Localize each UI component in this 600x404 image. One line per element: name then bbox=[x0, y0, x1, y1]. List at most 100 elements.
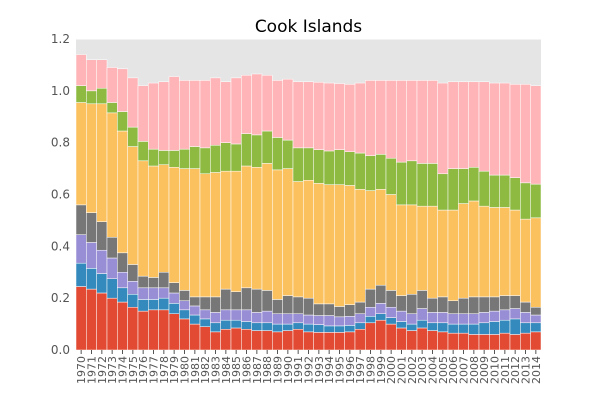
bar-segment bbox=[334, 184, 345, 307]
x-tick-label: 1986 bbox=[241, 356, 254, 384]
bar-segment bbox=[396, 204, 407, 296]
bar-segment bbox=[303, 331, 314, 351]
bar-segment bbox=[251, 322, 263, 331]
bar-segment bbox=[447, 313, 459, 325]
bar-segment bbox=[323, 332, 335, 351]
bar-segment bbox=[530, 306, 542, 316]
bar-segment bbox=[117, 287, 128, 303]
bar-segment bbox=[96, 87, 108, 105]
bar-segment bbox=[75, 234, 87, 264]
bar-segment bbox=[344, 151, 356, 186]
bar-segment bbox=[210, 331, 221, 351]
bar-segment bbox=[199, 318, 211, 327]
bar-segment bbox=[396, 321, 407, 329]
bar-segment bbox=[179, 309, 190, 320]
bar-segment bbox=[75, 262, 87, 287]
bar-segment bbox=[520, 182, 531, 220]
bar-segment bbox=[489, 207, 500, 298]
bars bbox=[75, 54, 542, 351]
bar-segment bbox=[117, 130, 128, 254]
bar-segment bbox=[292, 329, 304, 351]
bar-segment bbox=[261, 290, 273, 312]
bar-segment bbox=[158, 81, 170, 151]
bar-segment bbox=[530, 85, 542, 185]
bar-segment bbox=[437, 82, 449, 175]
bar-segment bbox=[313, 315, 325, 325]
bar-segment bbox=[117, 111, 128, 132]
bar-segment bbox=[261, 310, 273, 324]
bar-segment bbox=[478, 322, 490, 335]
bar-segment bbox=[117, 68, 128, 112]
x-tick-label: 1982 bbox=[199, 356, 212, 384]
bar-segment bbox=[158, 150, 170, 165]
bar-segment bbox=[220, 170, 232, 290]
bar-segment bbox=[127, 281, 139, 295]
bar-segment bbox=[251, 167, 263, 290]
bar-segment bbox=[437, 331, 449, 351]
bar-segment bbox=[75, 102, 87, 206]
bar-segment bbox=[282, 78, 294, 141]
bar-segment bbox=[530, 331, 542, 351]
bar-segment bbox=[75, 204, 87, 235]
bar-segment bbox=[313, 332, 325, 351]
bar-segment bbox=[148, 309, 159, 351]
bar-segment bbox=[199, 80, 211, 149]
bar-segment bbox=[478, 312, 490, 324]
bar-segment bbox=[127, 126, 139, 147]
bar-segment bbox=[210, 312, 221, 324]
x-tick-label: 1974 bbox=[117, 356, 130, 384]
bar-segment bbox=[323, 325, 335, 333]
bar-segment bbox=[241, 75, 252, 134]
bar-segment bbox=[148, 82, 159, 150]
y-tick-label: 0.4 bbox=[51, 239, 70, 253]
bar-segment bbox=[354, 82, 366, 154]
bar-segment bbox=[292, 81, 304, 149]
bar-segment bbox=[303, 81, 314, 149]
bar-segment bbox=[179, 300, 190, 311]
bar-segment bbox=[323, 303, 335, 316]
bar-segment bbox=[447, 209, 459, 302]
bar-segment bbox=[106, 297, 118, 351]
x-tick-label: 2010 bbox=[489, 356, 502, 384]
bar-segment bbox=[447, 300, 459, 314]
bar-segment bbox=[375, 80, 387, 155]
bar-segment bbox=[303, 179, 314, 299]
bar-segment bbox=[179, 168, 190, 291]
bar-segment bbox=[447, 332, 459, 351]
bar-segment bbox=[96, 221, 108, 251]
bar-segment bbox=[458, 203, 469, 299]
bar-segment bbox=[396, 295, 407, 312]
x-tick-label: 2009 bbox=[478, 356, 491, 384]
bar-segment bbox=[230, 170, 242, 292]
bar-segment bbox=[199, 326, 211, 351]
bar-segment bbox=[334, 149, 345, 185]
bar-segment bbox=[86, 288, 97, 351]
bar-segment bbox=[323, 315, 335, 327]
bar-segment bbox=[168, 303, 180, 314]
x-tick-label: 1977 bbox=[148, 356, 161, 384]
bar-segment bbox=[509, 308, 521, 320]
bar-segment bbox=[416, 205, 428, 291]
bar-segment bbox=[344, 185, 356, 305]
bar-segment bbox=[334, 332, 345, 351]
bar-segment bbox=[127, 77, 139, 128]
bar-segment bbox=[303, 314, 314, 325]
x-tick-label: 1999 bbox=[375, 356, 388, 384]
x-tick-label: 1970 bbox=[75, 356, 88, 384]
x-tick-label: 1976 bbox=[137, 356, 150, 384]
bar-segment bbox=[282, 323, 294, 331]
bar-segment bbox=[437, 322, 449, 333]
bar-segment bbox=[396, 310, 407, 322]
bar-segment bbox=[334, 316, 345, 327]
bar-segment bbox=[489, 310, 500, 322]
bar-segment bbox=[427, 330, 438, 351]
bar-segment bbox=[210, 145, 221, 173]
bar-segment bbox=[406, 323, 418, 331]
bar-segment bbox=[272, 137, 283, 171]
bar-segment bbox=[509, 318, 521, 335]
bar-segment bbox=[458, 323, 469, 334]
bar-segment bbox=[323, 184, 335, 305]
bar-segment bbox=[230, 77, 242, 145]
